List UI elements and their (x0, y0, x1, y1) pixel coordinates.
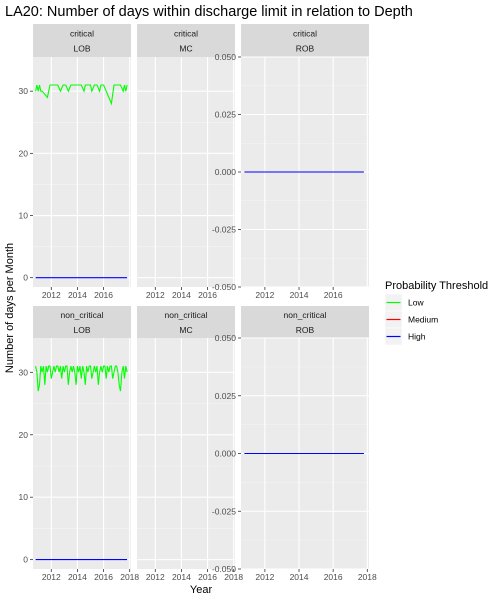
panel-non_critical-MC: non_critical MC 2012 2014 2016 2018 (137, 306, 243, 582)
x-tick-label: 2016 (94, 290, 113, 300)
panel-non_critical-ROB: non_critical ROB -0.050 -0.025 0.000 0.025 0.0… (212, 306, 377, 582)
x-tick-label: 2014 (290, 290, 309, 300)
x-tick-label: 2016 (94, 572, 113, 582)
panel-background (33, 57, 131, 287)
strip-label-row: critical (174, 29, 198, 39)
strip-label-row: critical (70, 29, 94, 39)
legend-entry-high: High (384, 327, 426, 346)
y-tick-label: 0.050 (215, 52, 237, 62)
y-tick-label: 10 (19, 492, 29, 502)
panels-layer: critical LOB 0 10 20 30 2012 2014 2016 critical MC… (19, 24, 377, 582)
x-tick-label: 2012 (146, 290, 165, 300)
panel-non_critical-LOB: non_critical LOB 0 10 20 30 2012 2014 2016 2018 (19, 306, 139, 582)
y-tick-label: 0.025 (215, 391, 237, 401)
y-tick-label: 0.000 (215, 449, 237, 459)
strip-label-col: ROB (296, 44, 315, 54)
y-tick-label: 10 (19, 211, 29, 221)
y-tick-label: 20 (19, 430, 29, 440)
x-tick-label: 2016 (198, 290, 217, 300)
y-tick-label: 30 (19, 367, 29, 377)
legend-label: High (408, 332, 426, 342)
legend-entry-low: Low (384, 293, 424, 312)
x-tick-label: 2018 (224, 572, 243, 582)
x-tick-label: 2014 (290, 572, 309, 582)
y-tick-label: 0 (23, 273, 28, 283)
y-tick-label: 20 (19, 148, 29, 158)
x-tick-label: 2014 (68, 290, 87, 300)
x-tick-label: 2016 (324, 290, 343, 300)
y-tick-label: -0.025 (212, 225, 236, 235)
x-tick-label: 2014 (172, 290, 191, 300)
strip-label-row: non_critical (61, 310, 104, 320)
series-line-low (35, 365, 128, 392)
strip-background (33, 24, 131, 57)
x-tick-label: 2018 (358, 572, 377, 582)
x-tick-label: 2014 (172, 572, 191, 582)
legend-entry-medium: Medium (384, 310, 438, 329)
strip-label-row: non_critical (284, 310, 327, 320)
panel-critical-LOB: critical LOB 0 10 20 30 2012 2014 2016 (19, 24, 131, 300)
y-axis-title: Number of days per Month (4, 243, 16, 373)
panel-background (137, 338, 235, 569)
strip-background (33, 306, 131, 338)
chart-title: LA20: Number of days within discharge li… (5, 4, 413, 20)
y-tick-label: -0.050 (212, 564, 236, 574)
strip-label-col: ROB (296, 325, 315, 335)
y-tick-label: 0 (23, 555, 28, 565)
x-tick-label: 2012 (255, 290, 274, 300)
x-tick-label: 2016 (324, 572, 343, 582)
strip-label-col: LOB (73, 325, 90, 335)
x-tick-label: 2014 (68, 572, 87, 582)
strip-label-row: critical (293, 29, 317, 39)
strip-label-col: MC (179, 325, 192, 335)
y-tick-label: 0.025 (215, 110, 237, 120)
y-tick-label: 30 (19, 86, 29, 96)
panel-background (137, 57, 235, 287)
x-tick-label: 2012 (146, 572, 165, 582)
x-axis-title: Year (190, 584, 213, 596)
panel-critical-MC: critical MC 2012 2014 2016 (137, 24, 235, 300)
strip-label-col: LOB (73, 44, 90, 54)
y-tick-label: -0.025 (212, 506, 236, 516)
series-line-low (35, 84, 128, 106)
legend-title: Probability Threshold (385, 280, 488, 292)
y-tick-label: 0.000 (215, 167, 237, 177)
legend-label: Low (408, 298, 424, 308)
strip-label-col: MC (179, 44, 192, 54)
strip-background (241, 306, 369, 338)
x-tick-label: 2012 (42, 290, 61, 300)
strip-background (241, 24, 369, 57)
y-tick-label: 0.050 (215, 333, 237, 343)
x-tick-label: 2018 (120, 572, 139, 582)
x-tick-label: 2012 (255, 572, 274, 582)
strip-background (137, 24, 235, 57)
strip-label-row: non_critical (165, 310, 208, 320)
panel-critical-ROB: critical ROB -0.050 -0.025 0.000 0.025 0.050 20… (212, 24, 369, 300)
y-tick-label: -0.050 (212, 282, 236, 292)
strip-background (137, 306, 235, 338)
legend-label: Medium (408, 315, 438, 325)
legend: Probability Threshold Low Medium High (384, 280, 488, 346)
x-tick-label: 2016 (198, 572, 217, 582)
x-tick-label: 2012 (42, 572, 61, 582)
